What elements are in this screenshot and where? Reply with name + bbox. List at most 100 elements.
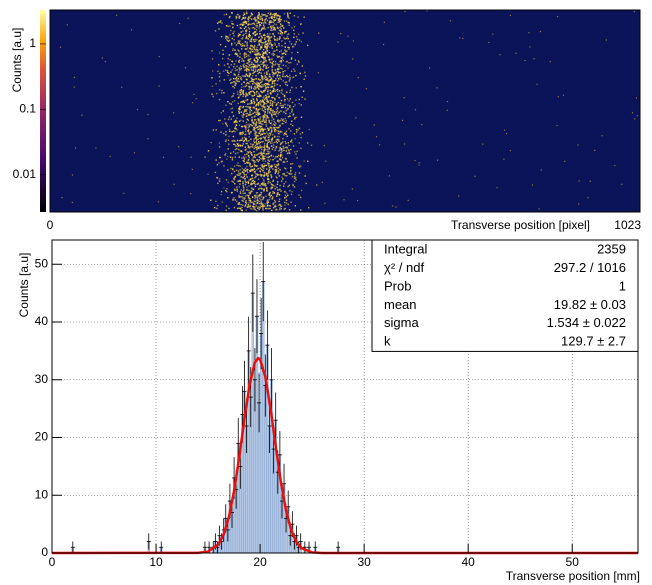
hit bbox=[283, 132, 286, 135]
hit bbox=[278, 21, 281, 23]
hit bbox=[266, 143, 269, 145]
hit bbox=[250, 109, 253, 112]
hit bbox=[263, 181, 265, 183]
hit bbox=[269, 133, 272, 135]
hit bbox=[240, 150, 243, 153]
hit bbox=[270, 109, 272, 112]
hit bbox=[273, 27, 275, 30]
hit bbox=[253, 78, 255, 81]
hit bbox=[242, 171, 244, 173]
hit bbox=[265, 122, 268, 124]
hit bbox=[256, 145, 259, 148]
hit bbox=[248, 59, 251, 61]
hit bbox=[290, 140, 292, 142]
hit bbox=[293, 45, 295, 47]
hit bbox=[254, 154, 256, 156]
hit bbox=[280, 205, 282, 207]
hit bbox=[261, 203, 263, 205]
hit bbox=[237, 180, 239, 183]
hit bbox=[260, 56, 263, 58]
hit bbox=[252, 160, 255, 162]
hit bbox=[426, 10, 428, 12]
hit bbox=[268, 139, 270, 141]
hit bbox=[238, 41, 240, 44]
hit bbox=[253, 31, 255, 34]
hit bbox=[277, 68, 279, 70]
hit bbox=[300, 86, 302, 88]
hit bbox=[254, 82, 256, 84]
hit bbox=[271, 62, 273, 64]
hit bbox=[273, 72, 276, 75]
hit bbox=[290, 193, 293, 196]
hit bbox=[258, 85, 260, 87]
hit bbox=[260, 38, 262, 40]
hit bbox=[278, 175, 280, 177]
hit bbox=[300, 40, 302, 43]
hit bbox=[286, 175, 288, 177]
hit bbox=[239, 173, 241, 176]
hit bbox=[245, 22, 248, 25]
hit bbox=[261, 188, 263, 190]
hit bbox=[601, 135, 603, 137]
hit bbox=[265, 47, 267, 49]
hit bbox=[245, 84, 248, 87]
hit bbox=[237, 145, 239, 147]
hit bbox=[260, 128, 262, 130]
hit bbox=[278, 45, 280, 47]
hit bbox=[249, 111, 251, 114]
hit bbox=[271, 29, 273, 31]
hit bbox=[288, 100, 290, 102]
hit bbox=[261, 133, 263, 135]
hit bbox=[295, 41, 297, 43]
hit bbox=[283, 185, 285, 187]
hit bbox=[299, 133, 302, 135]
hit bbox=[260, 24, 262, 27]
hit bbox=[255, 49, 257, 51]
hit bbox=[228, 39, 231, 41]
hit bbox=[496, 187, 498, 189]
hit bbox=[266, 71, 268, 73]
hit bbox=[191, 168, 193, 170]
stats-value: 1 bbox=[619, 278, 626, 293]
hit bbox=[251, 190, 253, 193]
hit bbox=[249, 47, 251, 50]
hit bbox=[274, 166, 276, 168]
hit bbox=[261, 123, 263, 125]
hit bbox=[539, 31, 541, 33]
hit bbox=[277, 167, 280, 169]
hit bbox=[264, 37, 266, 39]
hit bbox=[239, 40, 241, 42]
hit bbox=[265, 120, 267, 122]
hit bbox=[275, 126, 277, 129]
hit bbox=[237, 152, 239, 154]
hit bbox=[277, 101, 279, 104]
hit bbox=[304, 71, 306, 74]
hit bbox=[241, 139, 244, 141]
hit bbox=[245, 55, 248, 58]
hit bbox=[238, 108, 240, 110]
hit bbox=[274, 124, 276, 126]
hit bbox=[267, 162, 269, 165]
hit bbox=[211, 85, 213, 87]
hit bbox=[193, 93, 195, 95]
hit bbox=[266, 139, 269, 142]
hit bbox=[403, 143, 406, 145]
hit bbox=[260, 173, 262, 176]
hit bbox=[269, 158, 272, 161]
hit bbox=[277, 64, 280, 66]
hit bbox=[247, 94, 249, 97]
hit bbox=[256, 97, 258, 100]
hit bbox=[323, 144, 325, 147]
hit bbox=[285, 37, 288, 40]
hit bbox=[245, 148, 247, 150]
hit bbox=[265, 60, 268, 63]
hit bbox=[274, 101, 276, 104]
hit bbox=[274, 205, 276, 207]
hit bbox=[264, 171, 266, 174]
hit bbox=[234, 83, 236, 85]
hit bbox=[259, 48, 261, 51]
hit bbox=[291, 27, 293, 29]
hit bbox=[283, 161, 286, 163]
hit bbox=[233, 87, 236, 89]
hit bbox=[291, 176, 294, 178]
